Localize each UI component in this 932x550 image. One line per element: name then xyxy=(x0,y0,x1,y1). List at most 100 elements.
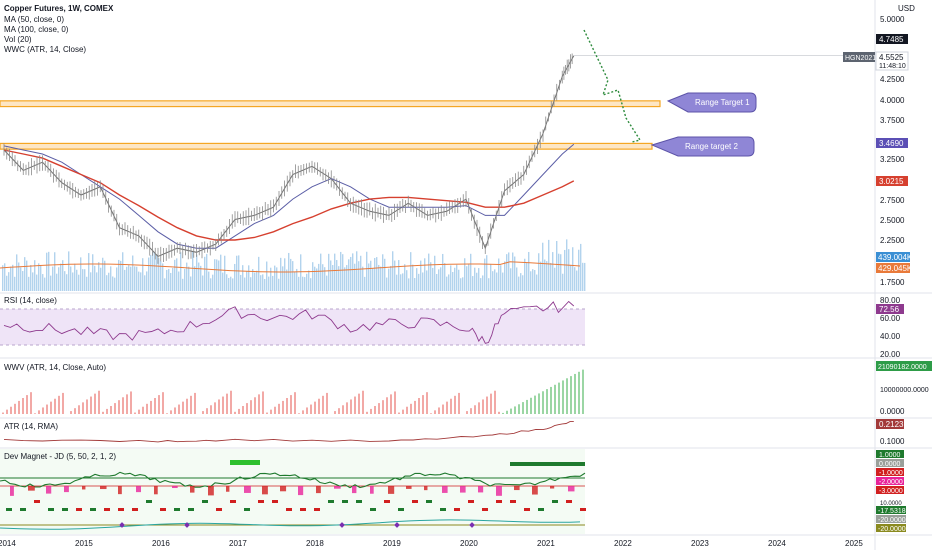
volume-bar xyxy=(452,271,454,291)
volume-bar xyxy=(532,269,534,291)
volume-bar xyxy=(402,273,404,291)
volume-bar xyxy=(550,262,552,291)
wwv-title: WWV (ATR, 14, Close, Auto) xyxy=(4,363,106,372)
dev-marker xyxy=(230,500,236,503)
volume-bar xyxy=(542,242,544,291)
volume-bar xyxy=(560,254,562,291)
wwv-bar xyxy=(38,410,40,414)
wwv-bar xyxy=(418,398,420,414)
volume-bar xyxy=(298,276,300,291)
wwv-bar xyxy=(454,395,456,414)
volume-bar xyxy=(284,258,286,291)
legend-ma50: MA (50, close, 0) xyxy=(4,15,64,24)
volume-bar xyxy=(154,253,156,291)
dev-histogram-bar xyxy=(442,486,448,493)
dev-histogram-bar xyxy=(532,486,538,495)
volume-bar xyxy=(420,260,422,291)
volume-bar xyxy=(64,271,66,291)
wwv-bar xyxy=(386,397,388,414)
wwv-bar xyxy=(42,407,44,414)
dev-histogram-bar xyxy=(280,486,287,492)
wwv-bar xyxy=(2,412,4,414)
volume-bar xyxy=(580,243,582,291)
wwv-bar xyxy=(202,411,204,414)
range-target-2-box xyxy=(0,142,653,150)
wwv-bar xyxy=(490,393,492,414)
wwv-bar xyxy=(458,392,460,414)
callout-range-target-2[interactable]: Range target 2 xyxy=(650,136,755,157)
svg-text:40.00: 40.00 xyxy=(880,332,901,341)
dev-marker xyxy=(258,500,264,503)
dev-marker xyxy=(90,508,96,511)
dev-histogram-bar xyxy=(154,486,158,495)
volume-bar xyxy=(440,267,442,291)
callout-range-target-1[interactable]: Range Target 1 xyxy=(666,92,757,113)
x-tick-label: 2020 xyxy=(460,539,478,548)
atr-title: ATR (14, RMA) xyxy=(4,422,58,431)
volume-bar xyxy=(504,261,506,291)
dev-signal-block xyxy=(510,462,585,466)
volume-bar xyxy=(290,258,292,291)
wwv-bar xyxy=(222,396,224,414)
wwv-bar xyxy=(158,395,160,414)
svg-text:-17.5318: -17.5318 xyxy=(878,508,906,515)
volume-bar xyxy=(382,254,384,291)
volume-bar xyxy=(410,252,412,291)
dev-histogram-bar xyxy=(424,486,428,491)
volume-bar xyxy=(448,274,450,291)
dev-marker xyxy=(328,500,334,503)
wwv-bar xyxy=(270,409,272,414)
volume-bar xyxy=(494,269,496,291)
volume-bar xyxy=(86,276,88,291)
wwv-bar xyxy=(538,393,540,414)
volume-bar xyxy=(394,260,396,291)
volume-bar xyxy=(516,267,518,291)
wwv-bar xyxy=(58,395,60,414)
dev-marker xyxy=(370,508,376,511)
volume-bar xyxy=(54,252,56,291)
wwv-bar xyxy=(302,410,304,414)
volume-bar xyxy=(136,266,138,291)
wwv-bar xyxy=(414,400,416,414)
volume-bar xyxy=(250,277,252,291)
volume-bar xyxy=(260,275,262,291)
wwv-bar xyxy=(122,397,124,414)
volume-bar xyxy=(334,253,336,291)
wwv-bar xyxy=(242,406,244,414)
volume-bar xyxy=(280,257,282,291)
dev-histogram-bar xyxy=(172,486,178,489)
dev-histogram-bar xyxy=(208,486,214,496)
volume-bar xyxy=(304,277,306,291)
svg-text:2.7500: 2.7500 xyxy=(880,196,905,205)
volume-bar xyxy=(484,258,486,291)
wwv-bar xyxy=(70,411,72,414)
volume-bar xyxy=(230,276,232,291)
volume-bar xyxy=(24,257,26,291)
wwv-bar xyxy=(314,401,316,414)
projection-line xyxy=(583,29,642,143)
wwv-bar xyxy=(206,408,208,414)
volume-bars xyxy=(0,239,586,291)
dev-marker xyxy=(34,500,40,503)
tag-last: 4.5525 xyxy=(879,53,904,62)
volume-bar xyxy=(300,254,302,291)
wwv-bar xyxy=(358,393,360,414)
svg-text:60.00: 60.00 xyxy=(880,314,901,323)
chart-title: Copper Futures, 1W, COMEX xyxy=(4,4,114,13)
x-tick-label: 2015 xyxy=(75,539,93,548)
wwv-bar xyxy=(10,406,12,414)
volume-bar xyxy=(58,267,60,291)
wwv-bar xyxy=(306,407,308,414)
atr-pane: ATR (14, RMA) 0.2123 0.1000 xyxy=(3,419,905,446)
dev-marker xyxy=(118,508,124,511)
volume-bar xyxy=(60,263,62,291)
dev-marker xyxy=(552,500,558,503)
volume-ma-line xyxy=(0,261,581,273)
volume-bar xyxy=(526,262,528,291)
range-target-1-box xyxy=(0,100,661,108)
volume-bar xyxy=(488,278,490,291)
wwv-bar xyxy=(26,395,28,414)
volume-bar xyxy=(384,258,386,291)
volume-bar xyxy=(238,255,240,291)
dev-marker xyxy=(440,508,446,511)
